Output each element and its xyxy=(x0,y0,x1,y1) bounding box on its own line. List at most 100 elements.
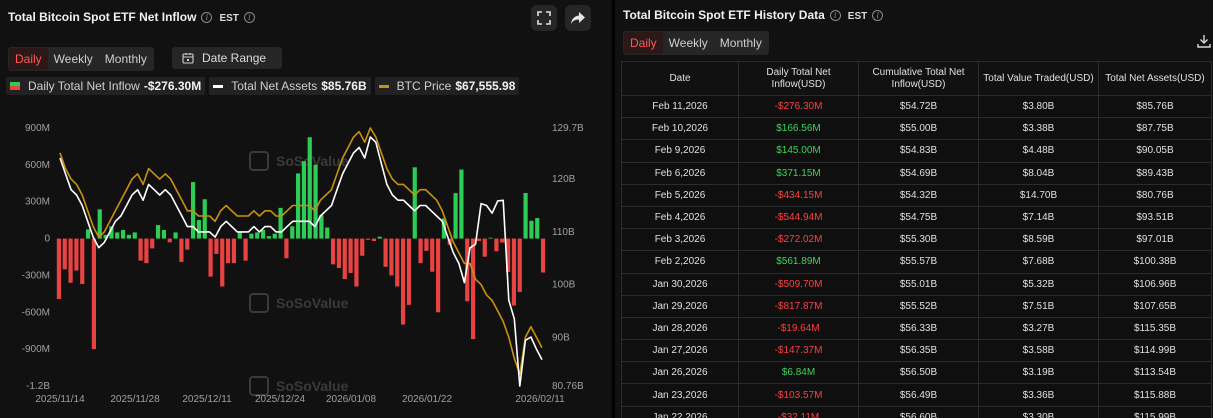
inflow-bar xyxy=(260,229,266,239)
inflow-bar xyxy=(400,238,406,325)
inflow-bar xyxy=(389,238,394,276)
inflow-bar xyxy=(120,229,126,239)
inflow-bar xyxy=(535,218,540,239)
x-axis-tick-label: 2025/12/24 xyxy=(255,394,305,405)
inflow-bar xyxy=(470,238,476,340)
period-tabs: Daily Weekly Monthly xyxy=(8,47,154,71)
inflow-bar xyxy=(354,238,359,287)
watermark: SoSoValue xyxy=(276,378,349,394)
net-inflow-panel: Total Bitcoin Spot ETF Net Inflow i EST i D… xyxy=(0,0,612,418)
cell-cumulative: $56.49B xyxy=(858,383,979,407)
column-header-cumulative[interactable]: Cumulative Total Net Inflow(USD) xyxy=(858,61,979,96)
tab-monthly[interactable]: Monthly xyxy=(104,52,147,66)
cell-cumulative: $54.32B xyxy=(858,183,979,207)
download-icon[interactable] xyxy=(1197,34,1211,48)
inflow-bar xyxy=(103,234,108,239)
cell-daily-inflow: $371.15M xyxy=(738,161,859,185)
cell-daily-inflow: -$276.30M xyxy=(738,94,859,119)
table-row: Feb 6,2026 $371.15M $54.69B $8.04B $89.43B xyxy=(621,161,1212,185)
legend-swatch-btc xyxy=(378,84,389,88)
cell-net-assets: $93.51B xyxy=(1098,205,1212,230)
cell-value-traded: $3.27B xyxy=(978,316,1099,341)
info-icon[interactable]: i xyxy=(829,10,841,21)
tab-weekly[interactable]: Weekly xyxy=(53,52,93,66)
inflow-bar xyxy=(290,226,295,239)
column-header-daily-inflow[interactable]: Daily Total Net Inflow(USD) xyxy=(738,61,859,96)
info-icon[interactable]: i xyxy=(201,12,213,23)
y-axis-right-tick-label: 80.76B xyxy=(552,381,584,392)
inflow-bar xyxy=(155,225,161,239)
cell-date: Jan 30,2026 xyxy=(621,272,739,296)
y-axis-left-tick-label: 900M xyxy=(25,123,50,134)
cell-cumulative: $56.60B xyxy=(858,405,979,418)
cell-value-traded: $3.80B xyxy=(978,94,1099,119)
y-axis-right-tick-label: 90B xyxy=(552,332,570,343)
table-row: Jan 28,2026 -$19.64M $56.33B $3.27B $115.35B xyxy=(621,316,1212,341)
x-axis-tick-label: 2025/12/11 xyxy=(182,394,232,405)
cell-date: Jan 26,2026 xyxy=(621,361,739,385)
timezone-info-icon[interactable]: i xyxy=(243,12,255,23)
inflow-bar xyxy=(167,238,172,243)
share-button[interactable] xyxy=(565,5,591,31)
watermark: SoSoValue xyxy=(276,295,349,311)
inflow-bar xyxy=(313,164,318,239)
history-table: Date Daily Total Net Inflow(USD) Cumulat… xyxy=(621,61,1212,418)
inflow-bar xyxy=(360,238,365,256)
inflow-bar xyxy=(371,238,377,242)
legend-swatch-assets xyxy=(213,84,224,88)
net-inflow-chart[interactable]: SoSoValue SoSoValue SoSoValue 900M 600M 300M 0… xyxy=(0,0,612,418)
inflow-bar xyxy=(214,238,219,254)
inflow-bar xyxy=(441,218,447,239)
inflow-bar xyxy=(476,238,482,241)
btc-price-line xyxy=(59,127,543,376)
inflow-bar xyxy=(179,238,184,262)
table-row: Feb 10,2026 $166.56M $55.00B $3.38B $87.75B xyxy=(621,117,1212,141)
tab-weekly[interactable]: Weekly xyxy=(668,36,708,50)
inflow-bar xyxy=(202,199,207,239)
cell-daily-inflow: $166.56M xyxy=(738,117,859,141)
cell-value-traded: $3.19B xyxy=(978,361,1099,385)
y-axis-left-tick-label: -300M xyxy=(22,270,50,281)
cell-net-assets: $100.38B xyxy=(1098,250,1212,274)
cell-date: Jan 28,2026 xyxy=(621,316,739,341)
inflow-bar xyxy=(418,238,423,264)
column-header-value-traded[interactable]: Total Value Traded(USD) xyxy=(978,61,1099,96)
table-row: Feb 2,2026 $561.89M $55.57B $7.68B $100.38B xyxy=(621,250,1212,274)
inflow-bar xyxy=(383,238,388,267)
calendar-icon xyxy=(182,53,194,64)
date-range-label: Date Range xyxy=(202,51,267,65)
inflow-bar xyxy=(494,238,499,252)
legend-btc-price[interactable]: BTC Price $67,555.98 xyxy=(374,77,520,95)
tab-monthly[interactable]: Monthly xyxy=(719,36,762,50)
tab-daily[interactable]: Daily xyxy=(9,48,48,70)
tab-daily[interactable]: Daily xyxy=(624,32,663,54)
inflow-bar xyxy=(115,232,120,239)
table-row: Feb 3,2026 -$272.02M $55.30B $8.59B $97.01B xyxy=(621,228,1212,252)
timezone-label: EST xyxy=(219,13,239,24)
legend-net-assets[interactable]: Total Net Assets $85.76B xyxy=(209,77,371,95)
cell-net-assets: $97.01B xyxy=(1098,228,1212,252)
inflow-bar xyxy=(173,232,178,239)
inflow-bar xyxy=(342,238,347,280)
cell-date: Feb 10,2026 xyxy=(621,117,739,141)
cell-value-traded: $3.36B xyxy=(978,383,1099,407)
legend-net-inflow[interactable]: Daily Total Net Inflow -$276.30M xyxy=(6,77,206,95)
inflow-bar xyxy=(435,238,441,313)
cell-net-assets: $115.88B xyxy=(1098,383,1212,407)
date-range-button[interactable]: Date Range xyxy=(172,47,282,69)
cell-daily-inflow: -$147.37M xyxy=(738,339,859,363)
cell-cumulative: $54.69B xyxy=(858,161,979,185)
y-axis-left-tick-label: 300M xyxy=(25,197,50,208)
timezone-info-icon[interactable]: i xyxy=(872,10,884,21)
inflow-bar xyxy=(453,193,458,239)
cell-date: Jan 22,2026 xyxy=(621,405,739,418)
fullscreen-button[interactable] xyxy=(531,5,557,31)
timezone-label: EST xyxy=(847,11,868,22)
inflow-bar xyxy=(325,227,330,239)
column-header-date[interactable]: Date xyxy=(621,61,739,96)
cell-daily-inflow: -$19.64M xyxy=(738,316,859,341)
inflow-bar xyxy=(161,229,167,239)
inflow-bar xyxy=(150,238,155,249)
column-header-net-assets[interactable]: Total Net Assets(USD) xyxy=(1098,61,1212,96)
table-row: Jan 26,2026 $6.84M $56.50B $3.19B $113.54B xyxy=(621,361,1212,385)
